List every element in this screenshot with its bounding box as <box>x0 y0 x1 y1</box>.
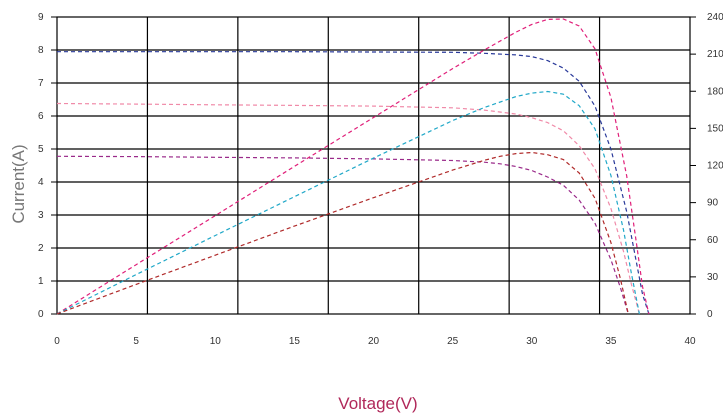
x-axis-label: Voltage(V) <box>338 394 417 413</box>
y2-tick-label: 240 <box>707 12 723 23</box>
current-curve-1 <box>56 102 640 315</box>
y-axis-label: Current(A) <box>9 144 28 223</box>
x-tick-label: 15 <box>289 336 301 347</box>
y-tick-label: 9 <box>38 12 44 23</box>
x-tick-label: 40 <box>684 336 696 347</box>
y-tick-label: 8 <box>38 45 44 56</box>
y2-tick-label: 30 <box>707 272 719 283</box>
y2-tick-label: 150 <box>707 123 723 134</box>
plot-frame <box>56 16 691 315</box>
x-tick-label: 35 <box>605 336 617 347</box>
x-tick-label: 30 <box>526 336 538 347</box>
x-tick-label: 20 <box>368 336 380 347</box>
y-tick-label: 1 <box>38 276 44 287</box>
y-tick-label: 2 <box>38 243 44 254</box>
grid-lines <box>56 16 691 315</box>
plot-series <box>56 18 650 315</box>
x-tick-label: 5 <box>133 336 139 347</box>
y-tick-label: 6 <box>38 111 44 122</box>
y-tick-label: 0 <box>38 309 44 320</box>
x-tick-label: 0 <box>54 336 60 347</box>
power-curve-5 <box>56 151 629 315</box>
y-tick-label: 5 <box>38 144 44 155</box>
y2-tick-label: 180 <box>707 86 723 97</box>
y2-tick-label: 210 <box>707 49 723 60</box>
y-tick-label: 4 <box>38 177 44 188</box>
y2-tick-label: 60 <box>707 235 719 246</box>
current-curve-2 <box>56 155 629 315</box>
y-tick-label: 3 <box>38 210 44 221</box>
axis-ticks <box>51 16 696 315</box>
y2-tick-label: 0 <box>707 309 713 320</box>
x-tick-label: 10 <box>210 336 222 347</box>
current-curve-0 <box>57 51 650 315</box>
y2-tick-label: 120 <box>707 161 723 172</box>
y2-tick-label: 90 <box>707 198 719 209</box>
y-tick-label: 7 <box>38 78 44 89</box>
x-tick-label: 25 <box>447 336 459 347</box>
